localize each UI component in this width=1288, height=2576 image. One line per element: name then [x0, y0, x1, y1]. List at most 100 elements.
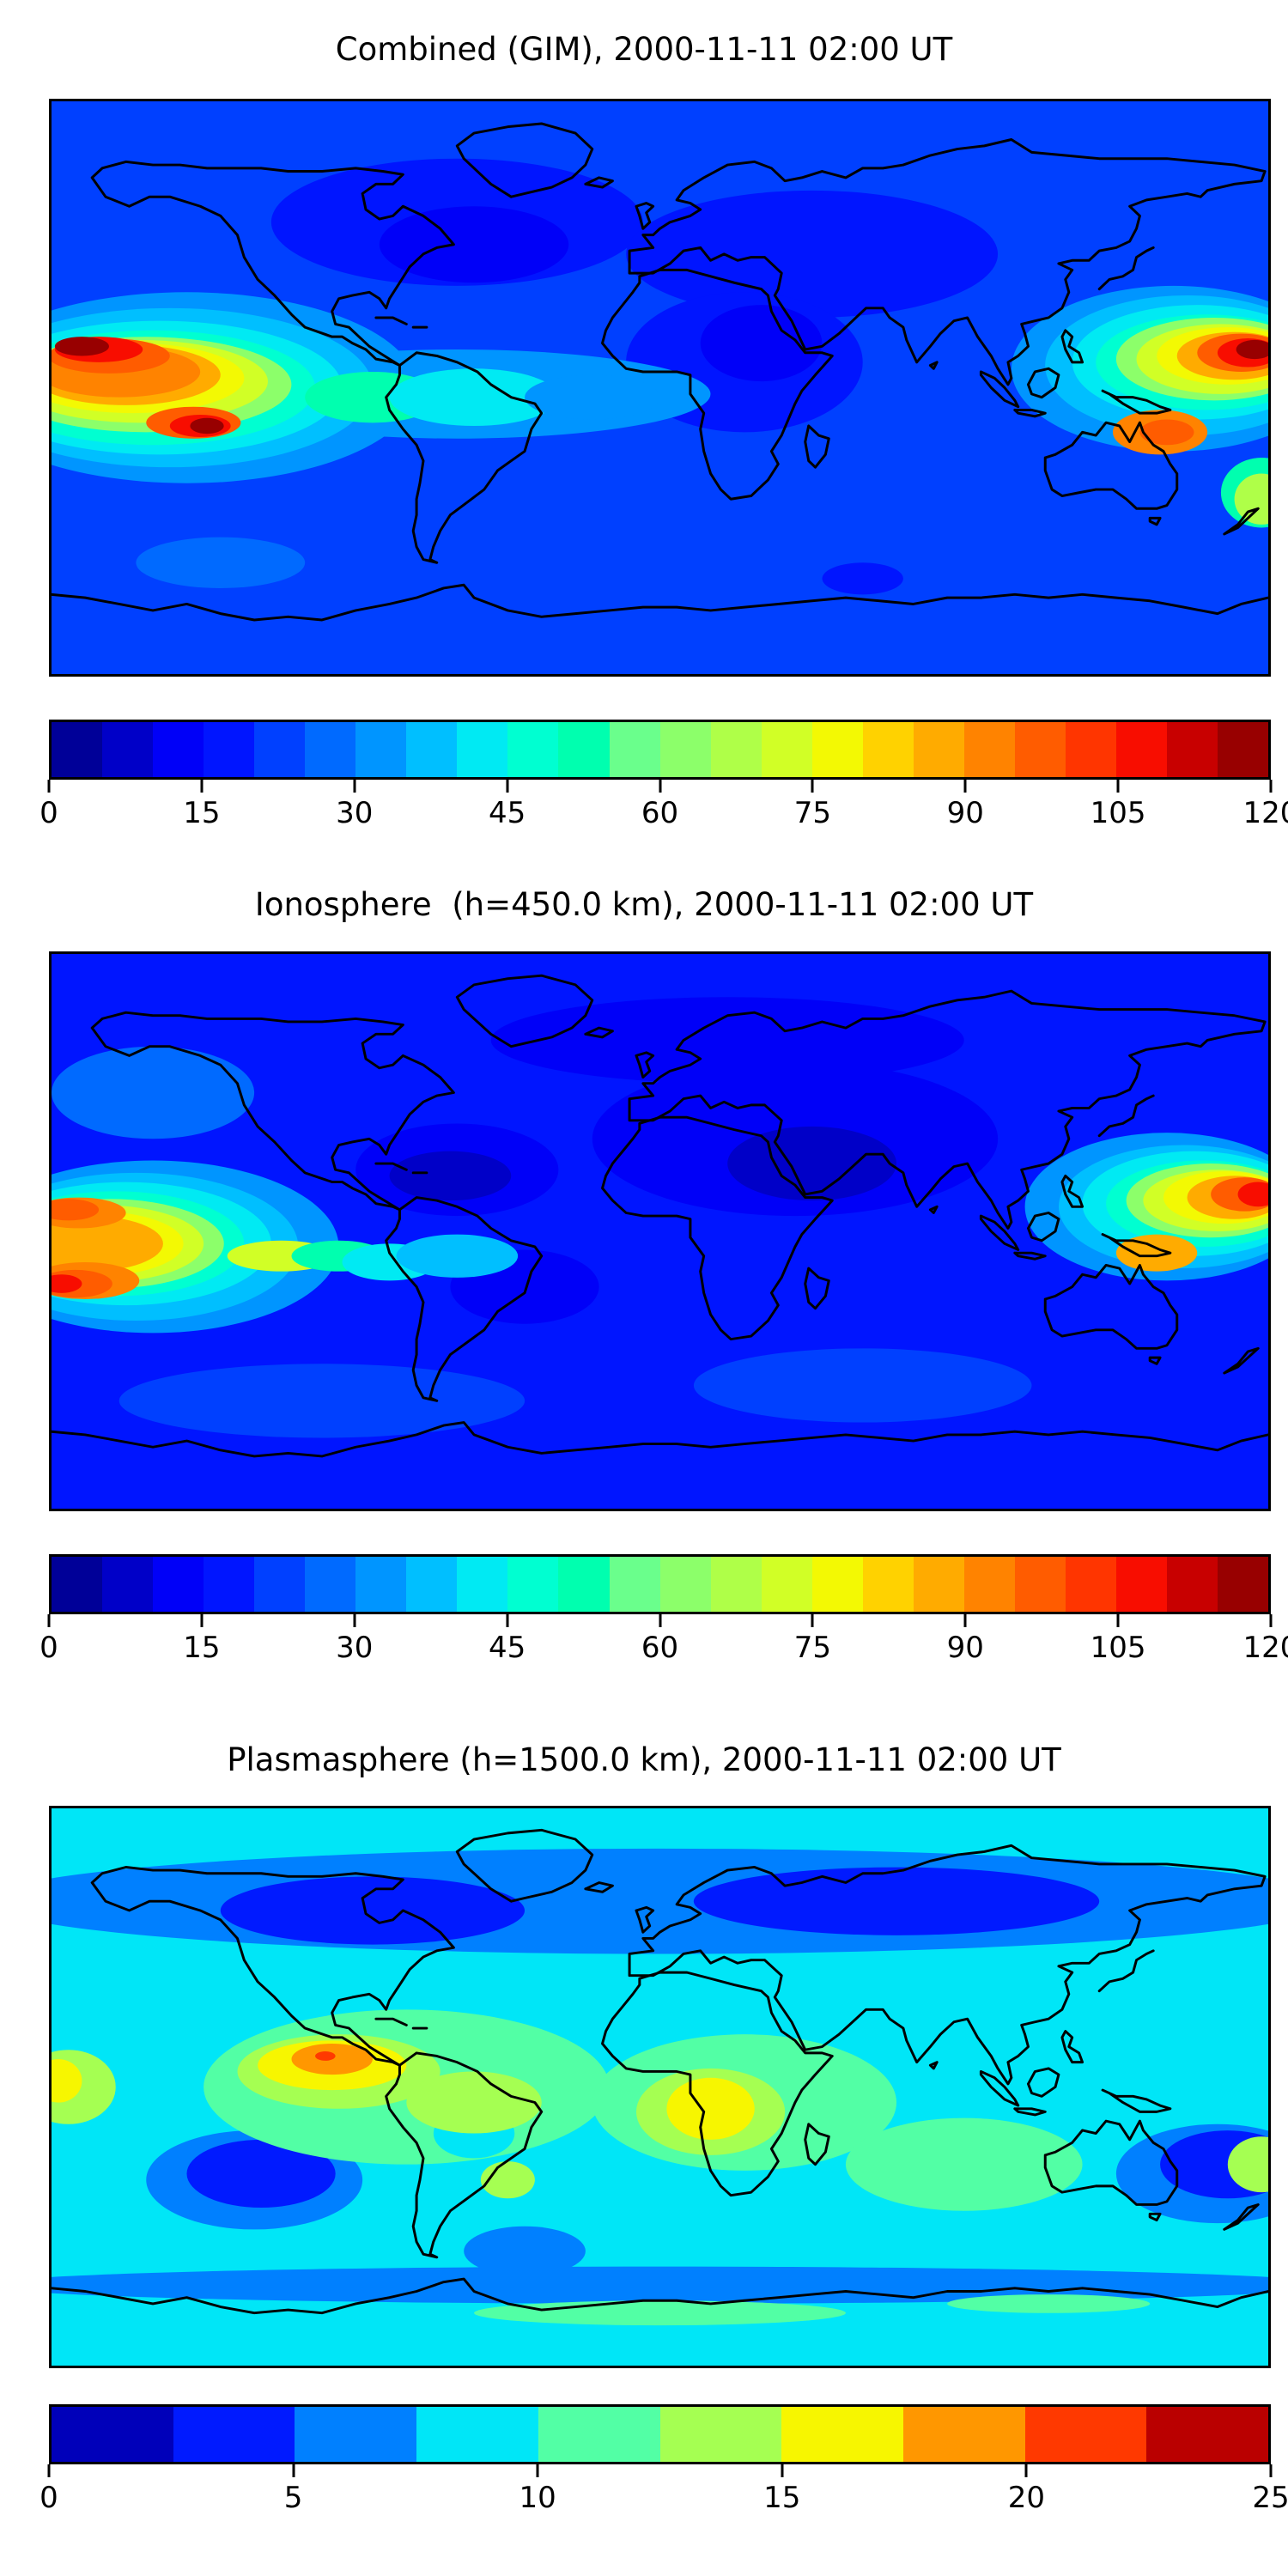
- contour-map-plasmasphere: [52, 1808, 1268, 2366]
- coastline: [628, 989, 1267, 1230]
- coastline: [1223, 507, 1260, 536]
- coastline: [385, 2051, 544, 2259]
- colorbar-tick-labels: 0 5 10 15 20 25: [39, 2481, 1288, 2520]
- coastline: [374, 316, 408, 325]
- colorbar-tick-label: 15: [763, 2481, 801, 2515]
- contour-band: [52, 2306, 1268, 2350]
- colorbar-segment: [913, 722, 964, 777]
- coastline: [601, 1971, 834, 2197]
- coastline: [1060, 329, 1084, 364]
- coastline: [374, 2017, 408, 2026]
- colorbar-tick-label: 75: [793, 796, 832, 830]
- contour-band: [693, 1348, 1032, 1423]
- colorbar-segment: [710, 1557, 762, 1612]
- colorbar-segment: [204, 1557, 255, 1612]
- coastline: [90, 1011, 455, 1212]
- colorbar-segment: [761, 722, 812, 777]
- colorbar-segment: [305, 1557, 356, 1612]
- colorbar-tick-label: 45: [488, 796, 526, 830]
- colorbar-tick: [1269, 2464, 1273, 2477]
- colorbar-tick-label: 0: [39, 2481, 58, 2515]
- colorbar-segment: [173, 2407, 295, 2462]
- colorbar-tick: [292, 2464, 295, 2477]
- colorbar-segment: [1014, 1557, 1066, 1612]
- colorbar-tick-label: 120: [1242, 796, 1288, 830]
- coastline: [1101, 2088, 1172, 2113]
- contour-band: [52, 1274, 82, 1293]
- contour-band: [626, 190, 999, 318]
- colorbar-segment: [609, 1557, 660, 1612]
- colorbar-segment: [1218, 1557, 1269, 1612]
- contour-band: [118, 1364, 526, 1438]
- coastline: [1026, 1212, 1060, 1242]
- coastline: [1097, 1094, 1155, 1138]
- colorbar-segment: [781, 2407, 903, 2462]
- coastline: [1013, 2107, 1047, 2117]
- contour-band: [693, 1867, 1100, 1935]
- coastline: [635, 202, 655, 230]
- colorbar-gradient: [49, 1554, 1271, 1614]
- colorbar-segment: [52, 2407, 173, 2462]
- colorbar-tick-labels: 0 15 30 45 60 75 90 105 120: [39, 796, 1288, 835]
- colorbar-segment: [761, 1557, 812, 1612]
- colorbar-segment: [254, 722, 306, 777]
- coastline: [90, 160, 455, 368]
- colorbar-tick: [1269, 1614, 1273, 1627]
- colorbar-segment: [406, 1557, 458, 1612]
- coastline: [928, 361, 939, 370]
- colorbar-segment: [538, 2407, 660, 2462]
- colorbar-segment: [1014, 722, 1066, 777]
- coastline: [628, 138, 1267, 386]
- coastline: [804, 424, 830, 469]
- colorbar-gradient: [49, 720, 1271, 780]
- panel-title-combined: Combined (GIM), 2000-11-11 02:00 UT: [335, 31, 953, 68]
- colorbar-gradient: [49, 2404, 1271, 2464]
- colorbar-segment: [204, 722, 255, 777]
- coastline: [584, 176, 614, 189]
- coastline: [1060, 1174, 1084, 1208]
- colorbar-tick-label: 60: [641, 796, 679, 830]
- colorbar-tick-label: 90: [946, 1631, 984, 1665]
- coastline: [804, 2123, 830, 2166]
- colorbar-tick: [659, 1614, 661, 1627]
- contour-band: [845, 2117, 1083, 2211]
- colorbar-segment: [659, 2407, 782, 2462]
- colorbar-segment: [355, 1557, 407, 1612]
- colorbar-segment: [295, 2407, 417, 2462]
- colorbar-segment: [102, 722, 154, 777]
- coastline: [928, 1205, 939, 1214]
- colorbar-segment: [558, 722, 610, 777]
- colorbar-tick-label: 105: [1090, 796, 1146, 830]
- contour-band: [1139, 419, 1194, 446]
- colorbar-tick-label: 75: [793, 1631, 832, 1665]
- colorbar-segment: [1024, 2407, 1147, 2462]
- map-ionosphere: [49, 951, 1271, 1511]
- colorbar-plasmasphere: 0 5 10 15 20 25: [39, 2404, 1288, 2520]
- colorbar-tick: [353, 1614, 356, 1627]
- contour-band: [379, 206, 569, 283]
- panel-title-plasmasphere: Plasmasphere (h=1500.0 km), 2000-11-11 0…: [227, 1741, 1061, 1778]
- colorbar-segment: [811, 722, 863, 777]
- colorbar-tick-label: 0: [39, 1631, 58, 1665]
- colorbar-segment: [659, 1557, 711, 1612]
- contour-band: [315, 2051, 336, 2061]
- colorbar-segment: [1065, 722, 1116, 777]
- coastline: [1223, 2203, 1260, 2231]
- panel-title-ionosphere: Ionosphere (h=450.0 km), 2000-11-11 02:0…: [254, 886, 1034, 923]
- contour-band: [52, 1808, 1268, 1833]
- colorbar-tick-label: 5: [283, 2481, 303, 2515]
- colorbar-segment: [609, 722, 660, 777]
- colorbar-segment: [416, 2407, 538, 2462]
- coastline: [979, 1214, 1020, 1251]
- colorbar-tick: [200, 1614, 204, 1627]
- coastline: [601, 1115, 834, 1341]
- coastline: [385, 351, 544, 564]
- colorbar-tick: [781, 2464, 784, 2477]
- colorbar-segment: [507, 722, 559, 777]
- contour-band: [727, 1126, 897, 1201]
- contour-band: [490, 997, 964, 1084]
- colorbar-segment: [1115, 1557, 1168, 1612]
- coastline: [635, 1905, 655, 1934]
- coastline: [455, 1828, 594, 1903]
- colorbar-ticks: [47, 1614, 1273, 1627]
